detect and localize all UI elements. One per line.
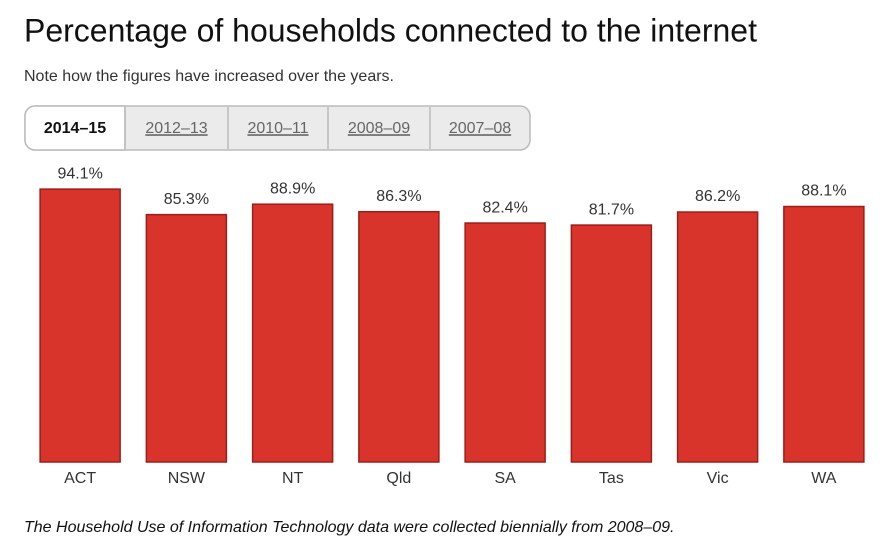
x-tick-label: NSW <box>168 470 206 487</box>
value-label: 94.1% <box>57 165 102 182</box>
active-tab-bg <box>24 105 126 151</box>
x-tick-label: SA <box>494 470 516 487</box>
value-label: 81.7% <box>589 201 634 218</box>
value-label: 82.4% <box>482 199 527 216</box>
bar <box>358 210 440 463</box>
tab[interactable]: 2012–13 <box>145 120 207 137</box>
bar <box>676 211 759 463</box>
bar <box>783 205 865 463</box>
tab[interactable]: 2008–09 <box>348 120 410 137</box>
x-tick-label: ACT <box>64 470 96 487</box>
x-tick-label: WA <box>811 470 837 487</box>
value-label: 86.2% <box>695 188 740 205</box>
tab[interactable]: 2010–11 <box>247 120 308 137</box>
subtitle: Note how the figures have increased over… <box>24 68 394 85</box>
bar <box>464 222 546 463</box>
bar <box>145 213 228 463</box>
value-label: 85.3% <box>164 191 209 208</box>
x-tick-label: Qld <box>386 470 411 487</box>
bar <box>39 188 121 463</box>
title: Percentage of households connected to th… <box>24 12 757 48</box>
bar <box>570 224 653 463</box>
value-label: 88.1% <box>801 183 846 200</box>
tab[interactable]: 2014–15 <box>44 120 106 137</box>
value-label: 88.9% <box>270 180 315 197</box>
x-tick-label: Vic <box>707 470 729 487</box>
value-label: 86.3% <box>376 188 421 205</box>
x-tick-label: NT <box>282 470 304 487</box>
x-tick-label: Tas <box>599 470 624 487</box>
tab[interactable]: 2007–08 <box>449 120 511 137</box>
bar <box>251 203 334 463</box>
footnote: The Household Use of Information Technol… <box>24 519 674 536</box>
